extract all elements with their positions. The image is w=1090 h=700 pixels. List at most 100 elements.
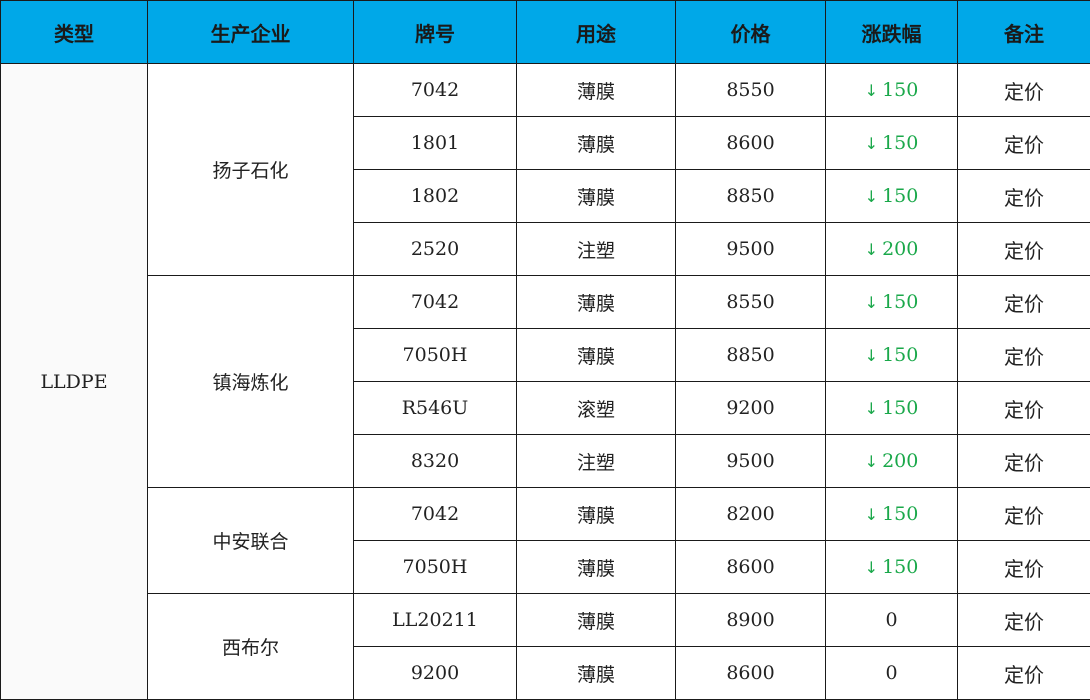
remark-cell: 定价 [958, 541, 1090, 594]
remark-cell: 定价 [958, 435, 1090, 488]
change-value: 200 [882, 450, 918, 472]
type-cell: LLDPE [1, 64, 148, 700]
header-price: 价格 [676, 1, 826, 64]
change-cell: ↓200 [826, 435, 958, 488]
price-cell: 8600 [676, 647, 826, 700]
grade-cell: LL20211 [354, 594, 517, 647]
header-grade: 牌号 [354, 1, 517, 64]
header-remark: 备注 [958, 1, 1090, 64]
header-company: 生产企业 [148, 1, 354, 64]
down-arrow-icon: ↓ [865, 187, 878, 206]
remark-cell: 定价 [958, 488, 1090, 541]
grade-cell: 8320 [354, 435, 517, 488]
price-cell: 8600 [676, 541, 826, 594]
change-cell: ↓150 [826, 329, 958, 382]
down-arrow-icon: ↓ [865, 505, 878, 524]
down-arrow-icon: ↓ [865, 346, 878, 365]
remark-cell: 定价 [958, 276, 1090, 329]
use-cell: 薄膜 [517, 488, 676, 541]
down-arrow-icon: ↓ [865, 293, 878, 312]
grade-cell: 2520 [354, 223, 517, 276]
change-value: 150 [882, 344, 918, 366]
down-arrow-icon: ↓ [865, 81, 878, 100]
use-cell: 滚塑 [517, 382, 676, 435]
change-value: 150 [882, 185, 918, 207]
price-cell: 8850 [676, 170, 826, 223]
down-arrow-icon: ↓ [865, 240, 878, 259]
down-arrow-icon: ↓ [865, 452, 878, 471]
use-cell: 薄膜 [517, 64, 676, 117]
grade-cell: R546U [354, 382, 517, 435]
change-value: 150 [882, 291, 918, 313]
use-cell: 注塑 [517, 435, 676, 488]
grade-cell: 7050H [354, 541, 517, 594]
price-cell: 9500 [676, 435, 826, 488]
price-cell: 8200 [676, 488, 826, 541]
company-cell: 西布尔 [148, 594, 354, 700]
change-cell: 0 [826, 647, 958, 700]
header-change: 涨跌幅 [826, 1, 958, 64]
change-value: 150 [882, 397, 918, 419]
table-header: 类型 生产企业 牌号 用途 价格 涨跌幅 备注 [1, 1, 1090, 64]
remark-cell: 定价 [958, 382, 1090, 435]
change-cell: ↓200 [826, 223, 958, 276]
grade-cell: 7050H [354, 329, 517, 382]
use-cell: 薄膜 [517, 647, 676, 700]
change-value: 150 [882, 503, 918, 525]
company-cell: 中安联合 [148, 488, 354, 594]
change-cell: 0 [826, 594, 958, 647]
price-cell: 8550 [676, 64, 826, 117]
change-cell: ↓150 [826, 170, 958, 223]
grade-cell: 7042 [354, 276, 517, 329]
change-value: 150 [882, 556, 918, 578]
use-cell: 薄膜 [517, 594, 676, 647]
remark-cell: 定价 [958, 170, 1090, 223]
change-cell: ↓150 [826, 117, 958, 170]
remark-cell: 定价 [958, 223, 1090, 276]
use-cell: 薄膜 [517, 117, 676, 170]
down-arrow-icon: ↓ [865, 399, 878, 418]
use-cell: 薄膜 [517, 541, 676, 594]
remark-cell: 定价 [958, 329, 1090, 382]
remark-cell: 定价 [958, 647, 1090, 700]
change-cell: ↓150 [826, 488, 958, 541]
remark-cell: 定价 [958, 64, 1090, 117]
header-type: 类型 [1, 1, 148, 64]
header-row: 类型 生产企业 牌号 用途 价格 涨跌幅 备注 [1, 1, 1090, 64]
price-cell: 9500 [676, 223, 826, 276]
change-cell: ↓150 [826, 64, 958, 117]
change-value: 0 [885, 609, 897, 631]
change-cell: ↓150 [826, 541, 958, 594]
price-cell: 8550 [676, 276, 826, 329]
grade-cell: 7042 [354, 64, 517, 117]
use-cell: 薄膜 [517, 170, 676, 223]
price-cell: 9200 [676, 382, 826, 435]
change-value: 150 [882, 132, 918, 154]
use-cell: 薄膜 [517, 329, 676, 382]
company-cell: 镇海炼化 [148, 276, 354, 488]
change-cell: ↓150 [826, 382, 958, 435]
grade-cell: 1802 [354, 170, 517, 223]
change-value: 150 [882, 79, 918, 101]
remark-cell: 定价 [958, 117, 1090, 170]
price-cell: 8850 [676, 329, 826, 382]
price-cell: 8600 [676, 117, 826, 170]
down-arrow-icon: ↓ [865, 558, 878, 577]
down-arrow-icon: ↓ [865, 134, 878, 153]
remark-cell: 定价 [958, 594, 1090, 647]
change-value: 0 [885, 662, 897, 684]
change-value: 200 [882, 238, 918, 260]
change-cell: ↓150 [826, 276, 958, 329]
company-cell: 扬子石化 [148, 64, 354, 276]
price-cell: 8900 [676, 594, 826, 647]
use-cell: 注塑 [517, 223, 676, 276]
use-cell: 薄膜 [517, 276, 676, 329]
header-use: 用途 [517, 1, 676, 64]
grade-cell: 1801 [354, 117, 517, 170]
